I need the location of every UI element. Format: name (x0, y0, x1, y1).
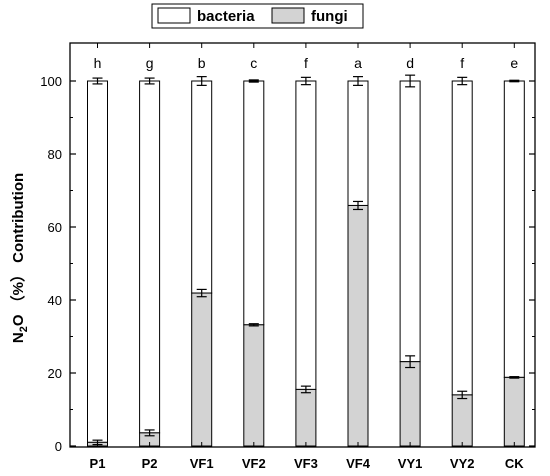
legend-label-bacteria: bacteria (197, 8, 255, 25)
significance-letter-CK: e (510, 55, 518, 71)
y-tick-label-80: 80 (48, 147, 62, 162)
x-tick-label-CK: CK (505, 456, 524, 471)
significance-letter-VY2: f (460, 55, 464, 71)
y-axis-label-rest: O （%） Contribution (9, 173, 27, 326)
x-tick-label-VF2: VF2 (242, 456, 266, 471)
bar-bacteria-P1 (87, 80, 108, 443)
y-tick-label-100: 100 (40, 74, 62, 89)
bar-bacteria-CK (503, 80, 525, 378)
significance-letter-VF1: b (198, 55, 206, 71)
bar-fungi-VY1 (399, 361, 421, 447)
bar-bacteria-VY2 (451, 80, 473, 396)
bar-fungi-VF1 (191, 292, 213, 447)
x-tick-label-VY2: VY2 (450, 456, 475, 471)
y-tick-label-60: 60 (48, 220, 62, 235)
x-tick-label-VY1: VY1 (398, 456, 423, 471)
bar-fungi-VF4 (347, 204, 369, 447)
bar-bacteria-VF1 (191, 80, 213, 294)
bar-fungi-VF2 (243, 324, 265, 447)
bar-bacteria-P2 (139, 80, 161, 434)
x-tick-label-P1: P1 (90, 456, 106, 471)
x-tick-label-VF1: VF1 (190, 456, 214, 471)
bar-bacteria-VY1 (399, 80, 421, 363)
y-tick-label-0: 0 (55, 439, 62, 454)
bar-fungi-VF3 (295, 388, 317, 447)
legend-label-fungi: fungi (311, 8, 348, 25)
x-tick-label-VF4: VF4 (346, 456, 371, 471)
legend-swatch-bacteria (157, 7, 191, 24)
significance-letter-VF2: c (250, 55, 257, 71)
y-axis-label-subscript: 2 (18, 326, 30, 332)
bar-fungi-VY2 (451, 394, 473, 447)
legend: bacteria fungi (151, 3, 364, 29)
bar-bacteria-VF2 (243, 80, 265, 326)
y-axis-label-main: N (10, 332, 27, 343)
bar-bacteria-VF4 (347, 80, 369, 206)
y-tick-label-20: 20 (48, 366, 62, 381)
significance-letter-P1: h (94, 55, 102, 71)
y-axis-label: N2O （%） Contribution (9, 173, 30, 343)
significance-letter-VY1: d (406, 55, 414, 71)
legend-swatch-fungi (271, 7, 305, 24)
significance-letter-P2: g (146, 55, 154, 71)
plot-area: 0 20 40 60 80 100 P1 h P2 g VF1 b VF2 c VF3 f VF4 a VY1 d VY… (40, 42, 536, 471)
significance-letter-VF3: f (304, 55, 308, 71)
x-tick-label-VF3: VF3 (294, 456, 318, 471)
y-tick-label-40: 40 (48, 293, 62, 308)
bar-fungi-CK (503, 376, 525, 447)
x-tick-label-P2: P2 (142, 456, 158, 471)
significance-letter-VF4: a (354, 55, 362, 71)
bar-bacteria-VF3 (295, 80, 317, 390)
plot-frame (69, 42, 536, 448)
